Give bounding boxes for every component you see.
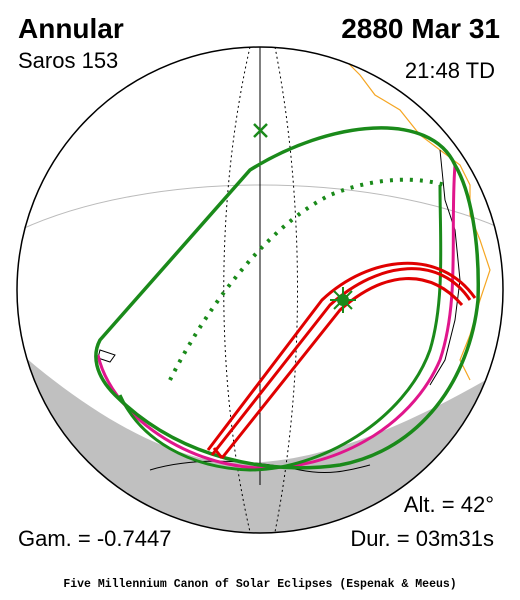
penumbra-limit: [96, 164, 457, 470]
date: 2880 Mar 31: [341, 13, 500, 44]
greatest-eclipse-marker: [330, 287, 356, 313]
greatest-eclipse-track: [168, 177, 446, 381]
meridian: [223, 47, 251, 533]
penumbra-boundary: [94, 126, 481, 470]
subsolar-marker: [253, 123, 268, 138]
eclipse-type: Annular: [18, 13, 124, 44]
gamma: Gam. = -0.7447: [18, 526, 171, 551]
globe-outline: [16, 46, 504, 534]
graticule: [19, 184, 503, 231]
duration: Dur. = 03m31s: [350, 526, 494, 551]
credit: Five Millennium Canon of Solar Eclipses …: [63, 578, 456, 591]
saros: Saros 153: [18, 48, 118, 73]
altitude: Alt. = 42°: [404, 492, 494, 517]
annular-path: [206, 261, 477, 451]
time: 21:48 TD: [405, 58, 495, 83]
meridian: [274, 47, 298, 533]
